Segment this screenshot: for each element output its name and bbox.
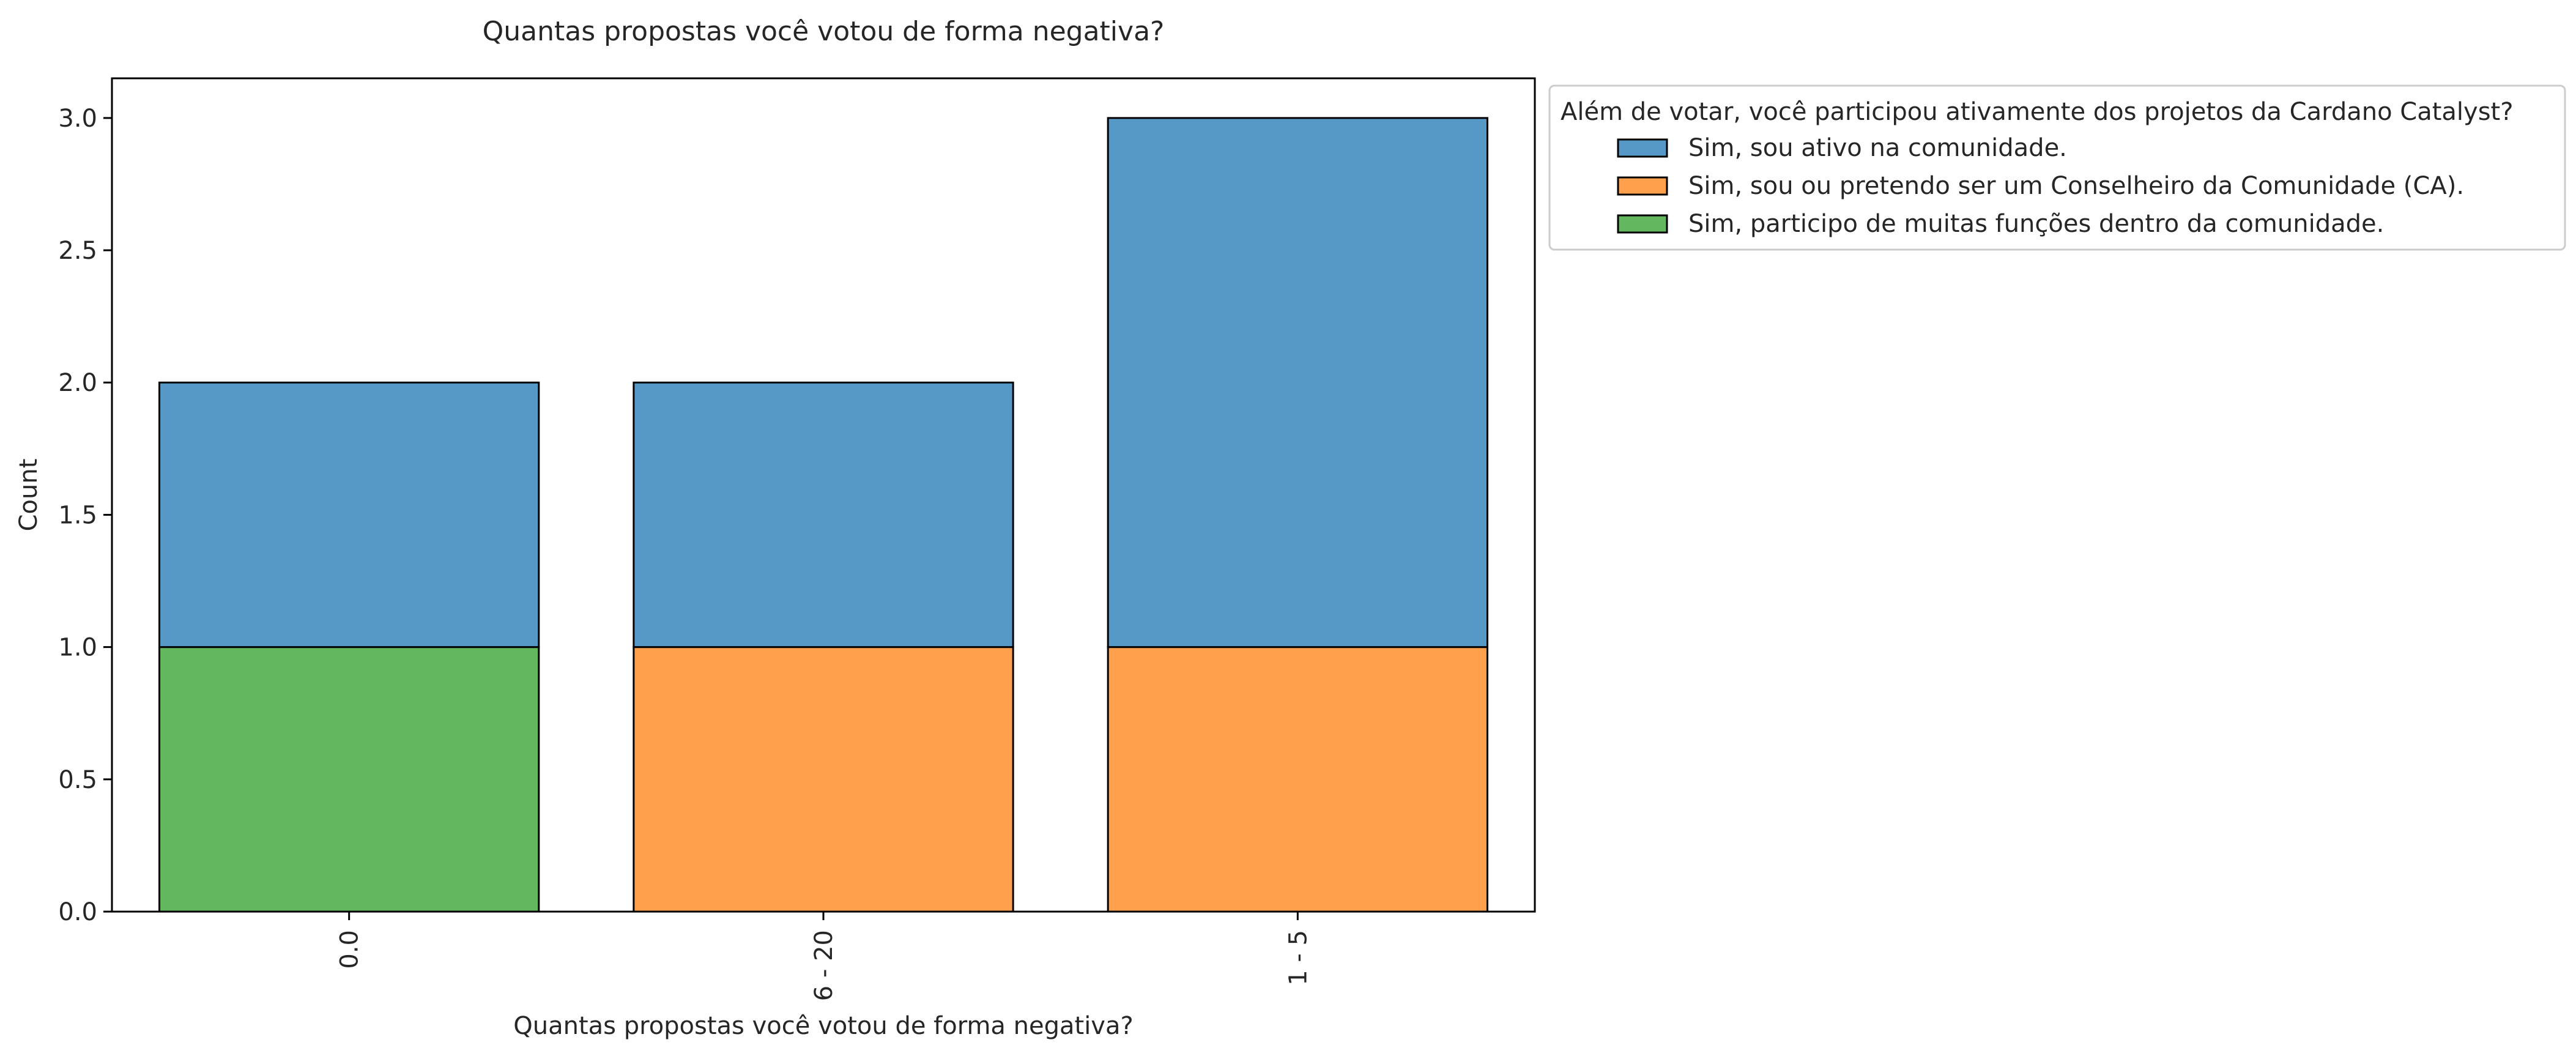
bar-segment xyxy=(158,646,540,913)
y-tick-label: 0.5 xyxy=(58,766,97,794)
x-tick-label: 0.0 xyxy=(336,930,364,969)
y-tick-label: 0.0 xyxy=(58,898,97,926)
legend-label: Sim, sou ativo na comunidade. xyxy=(1688,134,2067,162)
legend-frame xyxy=(1548,84,2566,251)
legend-swatch xyxy=(1617,176,1668,196)
x-tick-label: 6 - 20 xyxy=(810,930,838,1001)
y-tick-label: 2.0 xyxy=(58,369,97,397)
bar-segment xyxy=(633,381,1014,649)
legend-items: Sim, sou ativo na comunidade. Sim, sou ou… xyxy=(1617,134,2464,238)
bar-segment xyxy=(1107,646,1488,913)
bar-segment xyxy=(633,646,1014,913)
bar-segment xyxy=(1107,117,1488,649)
y-axis-label: Count xyxy=(15,459,43,532)
legend-swatch xyxy=(1617,214,1668,234)
legend-swatch xyxy=(1617,138,1668,158)
x-tick-label: 1 - 5 xyxy=(1284,930,1312,986)
x-axis: 0.0 6 - 20 1 - 5 xyxy=(336,912,1312,1001)
y-tick-label: 1.0 xyxy=(58,634,97,662)
chart-title: Quantas propostas você votou de forma ne… xyxy=(483,16,1165,47)
legend: Além de votar, você participou ativament… xyxy=(1548,84,2566,251)
plot-area xyxy=(158,117,1488,913)
y-tick-label: 3.0 xyxy=(58,105,97,133)
y-axis: 0.0 0.5 1.0 1.5 2.0 2.5 3.0 xyxy=(58,105,112,926)
y-tick-label: 1.5 xyxy=(58,501,97,529)
bar-segment xyxy=(158,381,540,649)
legend-label: Sim, participo de muitas funções dentro … xyxy=(1688,210,2384,238)
legend-label: Sim, sou ou pretendo ser um Conselheiro … xyxy=(1688,172,2464,200)
x-axis-label: Quantas propostas você votou de forma ne… xyxy=(513,1012,1133,1040)
legend-title: Além de votar, você participou ativament… xyxy=(1561,98,2513,126)
y-tick-label: 2.5 xyxy=(58,237,97,265)
